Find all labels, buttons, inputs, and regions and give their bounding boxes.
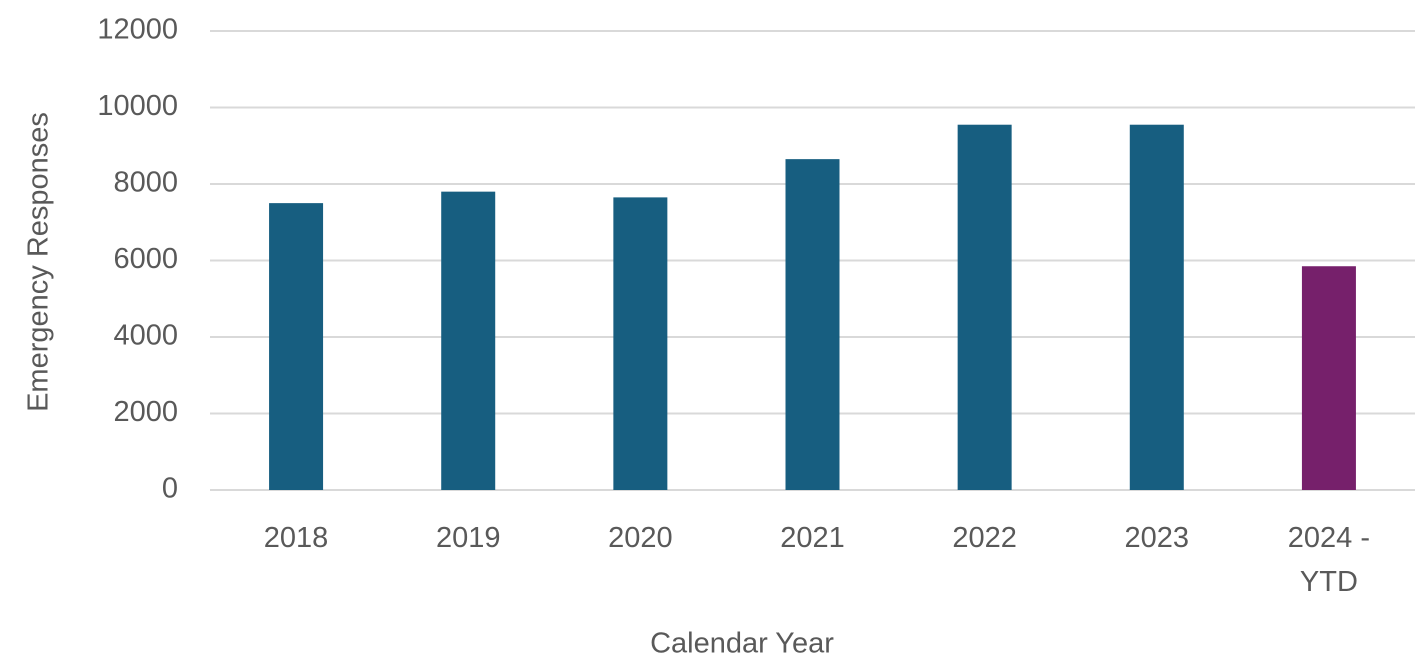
bar — [269, 203, 324, 490]
x-tick-label: 2022 — [952, 522, 1017, 554]
y-tick-label: 8000 — [113, 167, 178, 199]
bar — [1129, 124, 1184, 491]
x-tick-label: 2023 — [1124, 522, 1190, 554]
y-tick-label: 6000 — [113, 243, 178, 275]
y-tick-label: 4000 — [113, 320, 178, 352]
x-tick-label: 2020 — [608, 522, 673, 554]
y-tick-label: 12000 — [97, 14, 178, 46]
x-axis-title: Calendar Year — [650, 628, 834, 660]
y-tick-label: 0 — [162, 473, 178, 505]
y-tick-label: 10000 — [97, 90, 178, 122]
bar — [1301, 266, 1356, 490]
bar — [957, 124, 1012, 491]
y-tick-label: 2000 — [113, 396, 178, 428]
bar — [785, 159, 840, 490]
bar — [613, 197, 668, 490]
x-tick-label: 2018 — [263, 522, 329, 554]
x-tick-label: 2019 — [435, 522, 501, 554]
x-tick-label: 2021 — [780, 522, 845, 554]
x-tick-label: 2024 - YTD — [1287, 522, 1371, 598]
bar — [441, 191, 496, 490]
y-axis-title: Emergency Responses — [23, 112, 55, 412]
